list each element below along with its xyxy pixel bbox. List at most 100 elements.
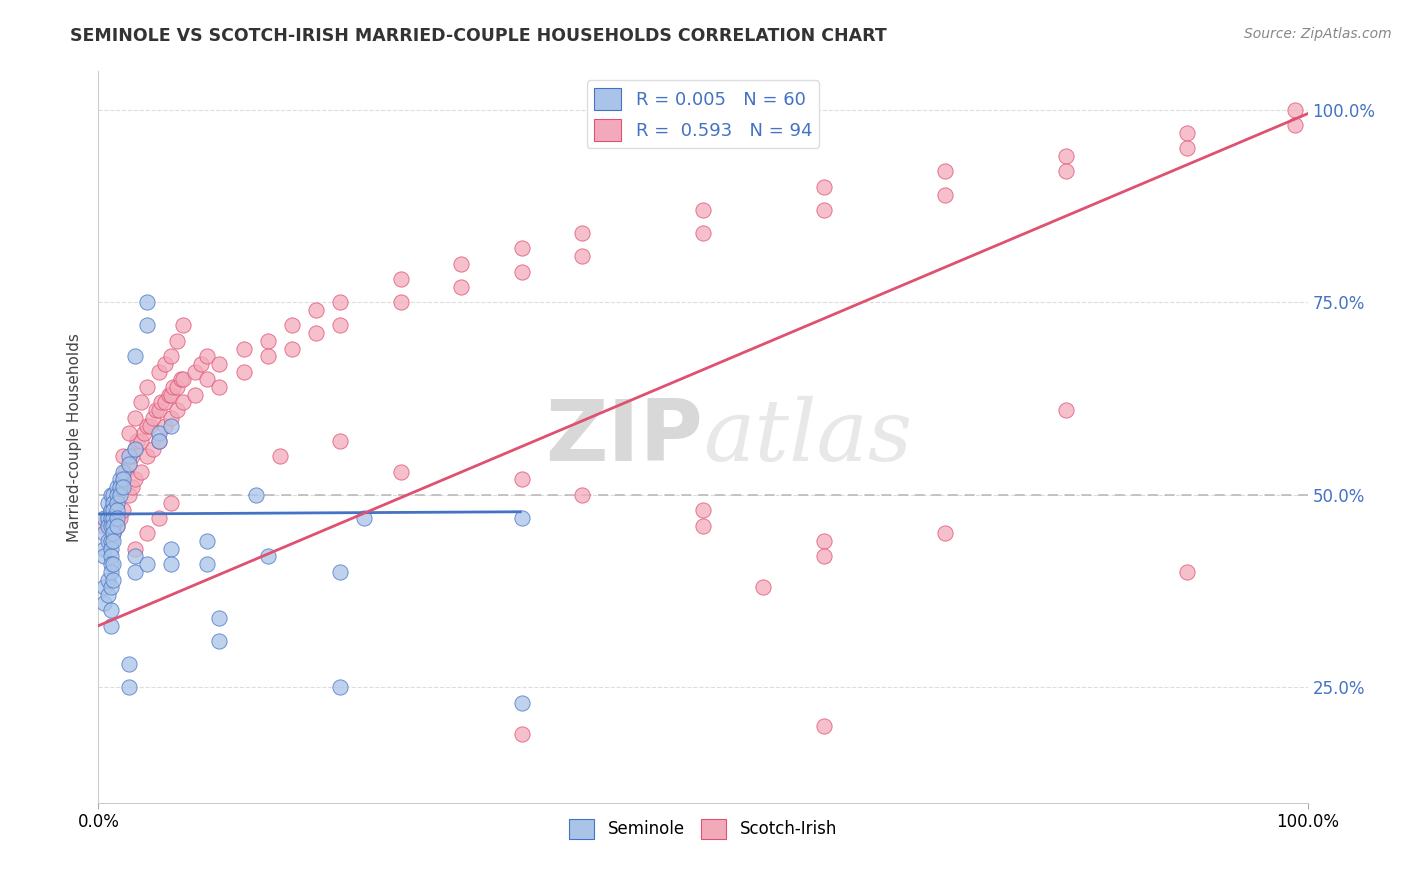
Point	[111, 472, 134, 486]
Point	[118, 426, 141, 441]
Point	[100, 503, 122, 517]
Point	[934, 164, 956, 178]
Point	[108, 472, 131, 486]
Point	[510, 511, 533, 525]
Point	[160, 418, 183, 433]
Point	[97, 588, 120, 602]
Point	[813, 719, 835, 733]
Point	[100, 488, 122, 502]
Point	[813, 179, 835, 194]
Point	[93, 511, 115, 525]
Point	[97, 495, 120, 509]
Point	[135, 295, 157, 310]
Point	[692, 202, 714, 217]
Point	[105, 518, 128, 533]
Point	[124, 410, 146, 425]
Point	[100, 511, 122, 525]
Point	[114, 465, 136, 479]
Point	[135, 526, 157, 541]
Point	[105, 480, 128, 494]
Point	[169, 372, 191, 386]
Text: SEMINOLE VS SCOTCH-IRISH MARRIED-COUPLE HOUSEHOLDS CORRELATION CHART: SEMINOLE VS SCOTCH-IRISH MARRIED-COUPLE …	[70, 27, 887, 45]
Point	[153, 418, 176, 433]
Point	[135, 450, 157, 464]
Point	[160, 495, 183, 509]
Point	[269, 450, 291, 464]
Point	[118, 457, 141, 471]
Point	[108, 480, 131, 494]
Point	[692, 226, 714, 240]
Point	[1284, 103, 1306, 117]
Point	[129, 395, 152, 409]
Point	[160, 410, 183, 425]
Point	[142, 442, 165, 456]
Point	[100, 518, 122, 533]
Point	[1175, 141, 1198, 155]
Point	[208, 357, 231, 371]
Point	[93, 526, 115, 541]
Point	[510, 726, 533, 740]
Point	[101, 503, 124, 517]
Point	[232, 342, 254, 356]
Point	[329, 295, 352, 310]
Point	[305, 303, 328, 318]
Point	[145, 403, 167, 417]
Point	[111, 472, 134, 486]
Point	[135, 380, 157, 394]
Point	[232, 365, 254, 379]
Point	[129, 465, 152, 479]
Text: atlas: atlas	[703, 396, 912, 478]
Point	[105, 503, 128, 517]
Point	[329, 434, 352, 448]
Point	[208, 634, 231, 648]
Point	[329, 318, 352, 333]
Point	[118, 488, 141, 502]
Point	[153, 395, 176, 409]
Point	[184, 388, 207, 402]
Point	[100, 603, 122, 617]
Y-axis label: Married-couple Households: Married-couple Households	[67, 333, 83, 541]
Point	[256, 349, 278, 363]
Point	[353, 511, 375, 525]
Point	[1284, 118, 1306, 132]
Point	[100, 503, 122, 517]
Point	[245, 488, 267, 502]
Point	[101, 495, 124, 509]
Point	[100, 541, 122, 556]
Point	[93, 596, 115, 610]
Point	[160, 388, 183, 402]
Point	[934, 187, 956, 202]
Point	[124, 442, 146, 456]
Point	[172, 372, 194, 386]
Point	[101, 526, 124, 541]
Point	[172, 318, 194, 333]
Point	[329, 681, 352, 695]
Point	[97, 573, 120, 587]
Point	[100, 580, 122, 594]
Point	[97, 518, 120, 533]
Point	[208, 611, 231, 625]
Point	[100, 565, 122, 579]
Point	[208, 380, 231, 394]
Legend: Seminole, Scotch-Irish: Seminole, Scotch-Irish	[562, 812, 844, 846]
Point	[195, 534, 218, 549]
Point	[139, 418, 162, 433]
Point	[195, 557, 218, 571]
Point	[389, 465, 412, 479]
Point	[148, 403, 170, 417]
Point	[510, 242, 533, 256]
Point	[100, 534, 122, 549]
Point	[134, 426, 156, 441]
Point	[101, 557, 124, 571]
Point	[157, 388, 180, 402]
Point	[124, 442, 146, 456]
Point	[118, 657, 141, 672]
Point	[571, 226, 593, 240]
Point	[135, 418, 157, 433]
Point	[160, 349, 183, 363]
Point	[305, 326, 328, 340]
Point	[450, 257, 472, 271]
Point	[97, 511, 120, 525]
Point	[111, 450, 134, 464]
Point	[124, 549, 146, 564]
